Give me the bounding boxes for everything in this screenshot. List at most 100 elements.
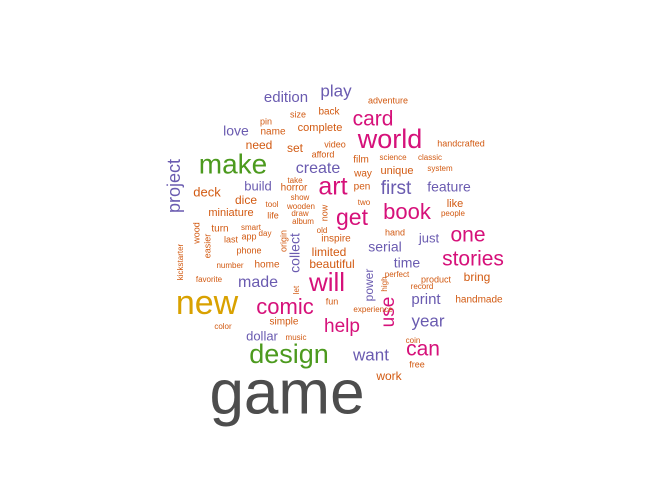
word-unique: unique: [380, 165, 413, 177]
word-new: new: [176, 284, 239, 322]
word-day: day: [259, 229, 272, 238]
word-play: play: [320, 81, 352, 100]
word-let: let: [292, 285, 301, 294]
word-will: will: [308, 267, 345, 297]
word-free: free: [409, 359, 425, 369]
word-pin: pin: [260, 116, 272, 126]
word-number: number: [216, 261, 243, 270]
word-record: record: [411, 282, 434, 291]
word-dice: dice: [235, 193, 257, 207]
word-time: time: [394, 255, 421, 271]
word-project: project: [164, 159, 184, 213]
word-color: color: [214, 322, 232, 331]
word-art: art: [318, 173, 347, 201]
word-fun: fun: [326, 296, 339, 306]
word-wooden: wooden: [286, 202, 315, 211]
word-like: like: [447, 198, 464, 210]
word-inspire: inspire: [321, 234, 351, 245]
word-experience: experience: [353, 305, 393, 314]
word-show: show: [291, 193, 310, 202]
word-want: want: [352, 345, 389, 364]
word-film: film: [353, 155, 369, 166]
word-two: two: [358, 198, 371, 207]
word-dollar: dollar: [246, 328, 278, 343]
word-create: create: [296, 160, 341, 177]
word-made: made: [238, 274, 278, 291]
word-app: app: [241, 231, 256, 241]
word-pen: pen: [354, 182, 371, 193]
word-handcrafted: handcrafted: [437, 138, 485, 148]
word-get: get: [336, 204, 369, 230]
word-tool: tool: [266, 200, 279, 209]
word-work: work: [375, 369, 402, 383]
word-horror: horror: [281, 183, 308, 194]
word-easier: easier: [202, 234, 212, 259]
word-origin: origin: [278, 230, 288, 252]
word-first: first: [381, 178, 412, 199]
word-print: print: [411, 291, 441, 308]
word-just: just: [418, 230, 440, 245]
word-afford: afford: [312, 149, 335, 159]
word-beautiful: beautiful: [309, 257, 354, 271]
word-perfect: perfect: [385, 270, 410, 279]
word-kickstarter: kickstarter: [176, 243, 185, 280]
word-coin: coin: [406, 336, 421, 345]
word-feature: feature: [427, 179, 471, 195]
word-help: help: [324, 316, 360, 337]
word-make: make: [199, 148, 267, 179]
word-bring: bring: [464, 270, 491, 284]
word-build: build: [244, 178, 271, 193]
word-edition: edition: [264, 89, 308, 106]
word-stories: stories: [442, 248, 504, 271]
word-comic: comic: [256, 294, 313, 319]
word-miniature: miniature: [208, 207, 253, 219]
word-complete: complete: [298, 122, 343, 134]
word-serial: serial: [368, 239, 401, 255]
word-deck: deck: [193, 184, 221, 199]
word-product: product: [421, 274, 452, 284]
word-science: science: [379, 153, 407, 162]
word-people: people: [441, 209, 466, 218]
word-draw: draw: [291, 209, 309, 218]
word-now: now: [319, 204, 329, 221]
word-favorite: favorite: [196, 275, 223, 284]
word-classic: classic: [418, 153, 442, 162]
word-card: card: [353, 108, 394, 131]
word-set: set: [287, 141, 304, 155]
word-turn: turn: [211, 224, 228, 235]
word-handmade: handmade: [455, 295, 503, 306]
word-design: design: [249, 339, 329, 369]
word-take: take: [287, 176, 303, 185]
word-last: last: [224, 234, 239, 244]
word-collect: collect: [287, 233, 303, 273]
word-year: year: [411, 311, 444, 330]
word-adventure: adventure: [368, 95, 408, 105]
word-old: old: [317, 226, 328, 235]
word-music: music: [286, 333, 307, 342]
word-phone: phone: [236, 245, 261, 255]
word-game: game: [209, 358, 364, 427]
word-simple: simple: [270, 317, 299, 328]
word-can: can: [406, 338, 440, 361]
word-back: back: [318, 107, 340, 118]
word-name: name: [260, 127, 285, 138]
word-need: need: [246, 138, 273, 152]
word-power: power: [362, 269, 376, 302]
word-high: high: [380, 276, 389, 291]
word-album: album: [292, 217, 314, 226]
word-hand: hand: [385, 227, 405, 237]
word-book: book: [383, 199, 432, 224]
word-video: video: [324, 139, 346, 149]
word-system: system: [427, 164, 453, 173]
word-size: size: [290, 109, 306, 119]
word-home: home: [254, 260, 279, 271]
word-limited: limited: [312, 245, 347, 259]
word-life: life: [267, 210, 279, 220]
word-smart: smart: [241, 223, 262, 232]
word-way: way: [353, 169, 372, 180]
word-love: love: [223, 123, 249, 139]
word-use: use: [378, 297, 399, 328]
word-world: world: [357, 124, 423, 154]
word-one: one: [450, 224, 485, 247]
